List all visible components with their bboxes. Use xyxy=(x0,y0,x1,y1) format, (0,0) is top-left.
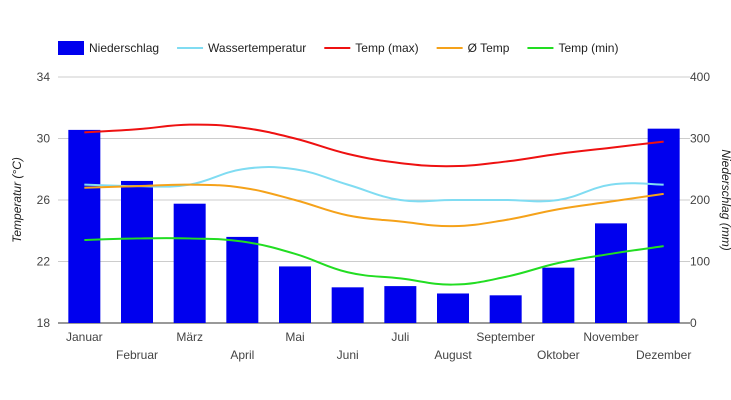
x-tick-label: Juni xyxy=(337,348,359,362)
x-tick-label: Januar xyxy=(66,330,103,344)
bar-juni xyxy=(331,287,364,323)
x-tick-label: Oktober xyxy=(537,348,580,362)
bar-august xyxy=(437,293,469,323)
temperature-lines xyxy=(84,123,664,286)
line-temp-min xyxy=(84,237,664,286)
legend-item: Temp (min) xyxy=(527,41,618,55)
legend-label: Ø Temp xyxy=(468,41,510,55)
legend-item: Wassertemperatur xyxy=(177,41,306,55)
gridlines xyxy=(58,76,690,324)
x-tick-label: September xyxy=(476,330,535,344)
left-tick-label: 34 xyxy=(37,70,51,84)
left-axis-title: Temperatur (°C) xyxy=(10,157,24,243)
legend-item: Ø Temp xyxy=(436,41,510,55)
x-tick-label: März xyxy=(176,330,203,344)
left-tick-label: 30 xyxy=(37,132,51,146)
left-axis-ticks: 18 22 26 30 34 xyxy=(37,70,51,330)
line-temp-max xyxy=(84,123,664,168)
legend-label: Niederschlag xyxy=(89,41,159,55)
bar-september xyxy=(489,295,522,323)
legend-item: Niederschlag xyxy=(58,41,159,55)
x-tick-label: Februar xyxy=(116,348,158,362)
legend: Niederschlag Wassertemperatur Temp (max) Ø … xyxy=(58,41,618,55)
left-tick-label: 26 xyxy=(37,193,51,207)
right-tick-label: 300 xyxy=(690,132,710,146)
right-tick-label: 200 xyxy=(690,193,710,207)
legend-swatch xyxy=(58,41,84,55)
x-tick-label: April xyxy=(230,348,254,362)
right-tick-label: 100 xyxy=(690,255,710,269)
right-tick-label: 0 xyxy=(690,316,697,330)
legend-label: Temp (max) xyxy=(355,41,418,55)
bar-februar xyxy=(121,180,153,323)
left-tick-label: 22 xyxy=(37,255,51,269)
line-temp xyxy=(84,183,664,228)
x-tick-label: Mai xyxy=(285,330,304,344)
bar-mai xyxy=(279,266,311,323)
x-axis-ticks: Januar Februar März April Mai Juni Juli August S… xyxy=(66,330,691,362)
left-tick-label: 18 xyxy=(37,316,51,330)
bar-oktober xyxy=(542,267,575,323)
right-tick-label: 400 xyxy=(690,70,710,84)
legend-label: Wassertemperatur xyxy=(208,41,306,55)
x-tick-label: Juli xyxy=(391,330,409,344)
bar-dezember xyxy=(647,128,680,323)
right-axis-title: Niederschlag (mm) xyxy=(719,149,731,250)
precipitation-bars xyxy=(68,128,680,323)
legend-item: Temp (max) xyxy=(324,41,419,55)
legend-label: Temp (min) xyxy=(558,41,618,55)
bar-juli xyxy=(384,286,417,323)
bar-april xyxy=(226,236,259,323)
bar-november xyxy=(595,223,627,323)
x-tick-label: November xyxy=(583,330,638,344)
bar-märz xyxy=(173,203,206,323)
x-tick-label: Dezember xyxy=(636,348,691,362)
x-tick-label: August xyxy=(434,348,472,362)
right-axis-ticks: 0 100 200 300 400 xyxy=(690,70,710,330)
bar-januar xyxy=(68,129,101,323)
